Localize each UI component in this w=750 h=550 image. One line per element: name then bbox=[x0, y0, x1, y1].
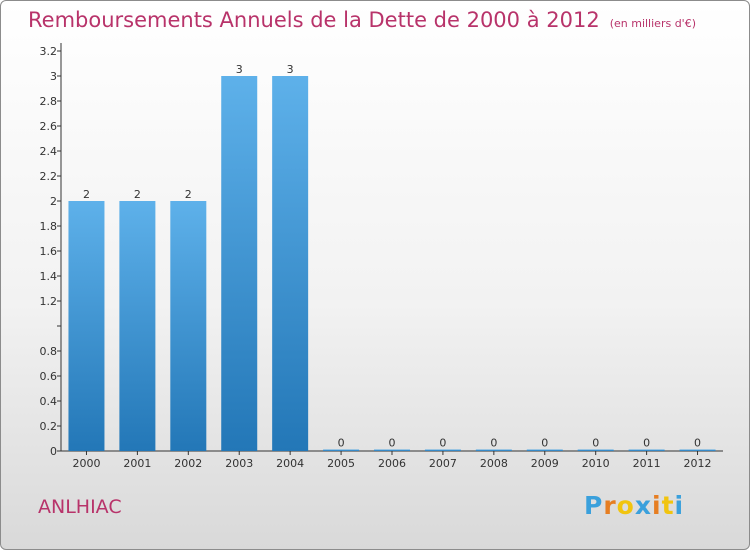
logo-letter: i bbox=[652, 491, 662, 520]
x-tick-label: 2008 bbox=[480, 457, 508, 470]
x-tick-label: 2005 bbox=[327, 457, 355, 470]
logo-letter: i bbox=[674, 491, 685, 520]
bar-2002 bbox=[170, 201, 207, 451]
data-label-2000: 2 bbox=[83, 188, 90, 201]
logo-letter: r bbox=[603, 491, 617, 520]
logo-letter: P bbox=[584, 491, 604, 520]
bar-2000 bbox=[68, 201, 105, 451]
data-label-2007: 0 bbox=[439, 437, 446, 450]
chart-title: Remboursements Annuels de la Dette de 20… bbox=[28, 8, 696, 32]
y-tick-label: 0 bbox=[50, 445, 57, 458]
bar-2008 bbox=[475, 449, 512, 451]
bar-2012 bbox=[679, 449, 716, 451]
data-label-2004: 3 bbox=[287, 63, 294, 76]
x-tick-label: 2003 bbox=[225, 457, 253, 470]
data-label-2008: 0 bbox=[490, 437, 497, 450]
data-labels: 2 2 2 3 3 0 0 0 0 0 0 0 0 bbox=[83, 63, 701, 450]
y-tick-label: 2.4 bbox=[40, 145, 58, 158]
y-tick-label: 3 bbox=[50, 70, 57, 83]
y-tick-label: 0.2 bbox=[40, 420, 58, 433]
bars bbox=[68, 76, 716, 451]
y-tick-label: 1.4 bbox=[40, 270, 58, 283]
x-tick-label: 2000 bbox=[72, 457, 100, 470]
data-label-2012: 0 bbox=[694, 437, 701, 450]
bar-2004 bbox=[272, 76, 309, 451]
chart-title-unit: (en milliers d'€) bbox=[609, 17, 696, 30]
y-tick-label: 2.2 bbox=[40, 170, 58, 183]
bar-2005 bbox=[323, 449, 360, 451]
bar-2003 bbox=[221, 76, 258, 451]
data-label-2005: 0 bbox=[338, 437, 345, 450]
y-tick-label: 1.8 bbox=[40, 220, 58, 233]
data-label-2010: 0 bbox=[592, 437, 599, 450]
x-tick-label: 2010 bbox=[582, 457, 610, 470]
y-tick-label: 1.2 bbox=[40, 295, 58, 308]
data-label-2002: 2 bbox=[185, 188, 192, 201]
x-tick-label: 2004 bbox=[276, 457, 304, 470]
y-tick-label: 2.6 bbox=[40, 120, 58, 133]
logo-letter: x bbox=[634, 491, 652, 520]
y-tick-label: 2 bbox=[50, 195, 57, 208]
x-axis: 2000 2001 2002 2003 2004 2005 2006 2007 2008 2009… bbox=[61, 450, 723, 470]
y-axis: 0 0.2 0.4 0.6 0.8 1.2 1.4 1.6 1.8 2 2.2 2.4 2.6 2.8 3 3… bbox=[40, 43, 62, 458]
x-tick-label: 2011 bbox=[633, 457, 661, 470]
y-tick-label: 0.6 bbox=[40, 370, 58, 383]
data-label-2011: 0 bbox=[643, 437, 650, 450]
logo-letter: t bbox=[661, 491, 675, 520]
data-label-2009: 0 bbox=[541, 437, 548, 450]
chart-title-text: Remboursements Annuels de la Dette de 20… bbox=[28, 8, 600, 32]
logo-letter: o bbox=[616, 491, 635, 520]
y-tick-label: 2.8 bbox=[40, 95, 58, 108]
x-tick-label: 2002 bbox=[174, 457, 202, 470]
y-tick-label: 0.4 bbox=[40, 395, 58, 408]
x-tick-label: 2009 bbox=[531, 457, 559, 470]
bar-2009 bbox=[526, 449, 563, 451]
commune-name: ANLHIAC bbox=[38, 496, 122, 518]
y-tick-label: 1.6 bbox=[40, 245, 58, 258]
data-label-2001: 2 bbox=[134, 188, 141, 201]
bar-2006 bbox=[374, 449, 410, 451]
data-label-2006: 0 bbox=[389, 437, 396, 450]
proxiti-logo: Proxiti bbox=[584, 491, 684, 520]
x-tick-label: 2012 bbox=[684, 457, 712, 470]
data-label-2003: 3 bbox=[236, 63, 243, 76]
y-tick-label: 3.2 bbox=[40, 45, 58, 58]
bar-2007 bbox=[424, 449, 461, 451]
bar-2011 bbox=[628, 449, 665, 451]
x-tick-label: 2007 bbox=[429, 457, 457, 470]
bar-2001 bbox=[119, 201, 156, 451]
y-tick-label: 0.8 bbox=[40, 345, 58, 358]
bar-2010 bbox=[577, 449, 614, 451]
x-tick-label: 2006 bbox=[378, 457, 406, 470]
x-tick-label: 2001 bbox=[123, 457, 151, 470]
